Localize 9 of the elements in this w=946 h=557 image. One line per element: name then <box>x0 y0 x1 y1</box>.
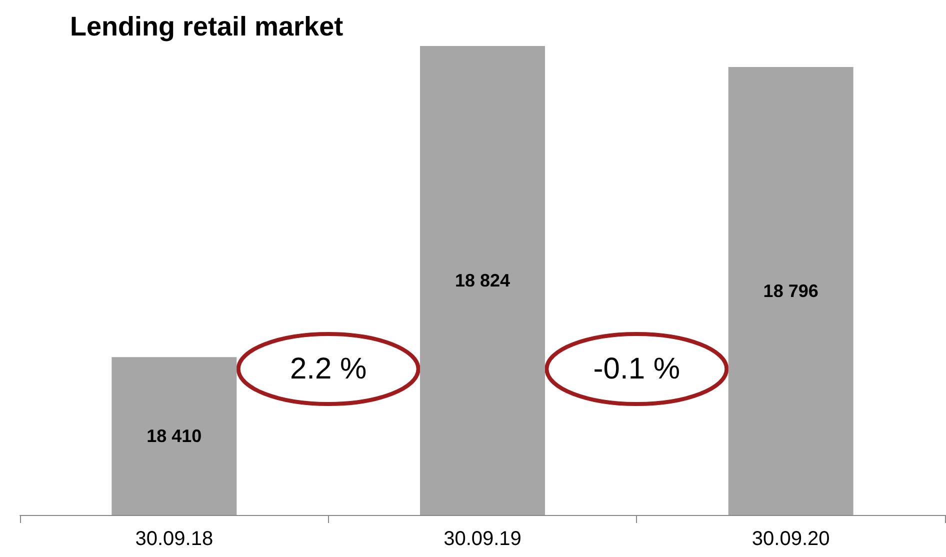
data-label: 18 410 <box>146 426 202 446</box>
annotation: 2.2 % <box>290 352 367 386</box>
chart-title: Lending retail market <box>70 12 344 42</box>
data-label: 18 796 <box>763 281 818 302</box>
data-label: 18 824 <box>454 270 510 290</box>
x-tick-label: 30.09.18 <box>135 528 214 550</box>
x-tick-label: 30.09.20 <box>752 528 830 550</box>
x-tick-label: 30.09.19 <box>444 528 522 550</box>
annotation: -0.1 % <box>593 352 680 386</box>
